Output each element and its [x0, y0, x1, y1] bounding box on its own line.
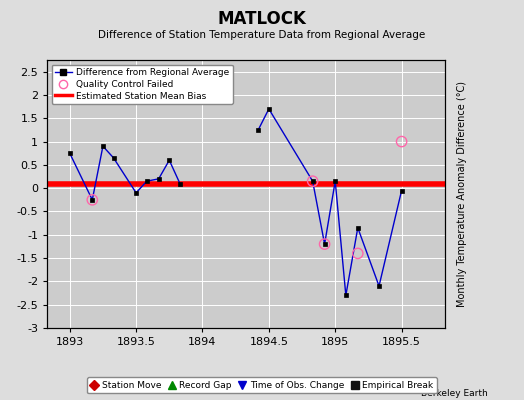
Point [88, 197, 96, 203]
Point [320, 241, 329, 247]
Text: Difference of Station Temperature Data from Regional Average: Difference of Station Temperature Data f… [99, 30, 425, 40]
Text: MATLOCK: MATLOCK [217, 10, 307, 28]
Y-axis label: Monthly Temperature Anomaly Difference (°C): Monthly Temperature Anomaly Difference (… [457, 81, 467, 307]
Legend: Station Move, Record Gap, Time of Obs. Change, Empirical Break: Station Move, Record Gap, Time of Obs. C… [87, 377, 437, 394]
Text: Berkeley Earth: Berkeley Earth [421, 389, 487, 398]
Point [397, 138, 406, 145]
Point [309, 178, 317, 184]
Point [354, 250, 362, 257]
Legend: Difference from Regional Average, Quality Control Failed, Estimated Station Mean: Difference from Regional Average, Qualit… [52, 64, 233, 104]
